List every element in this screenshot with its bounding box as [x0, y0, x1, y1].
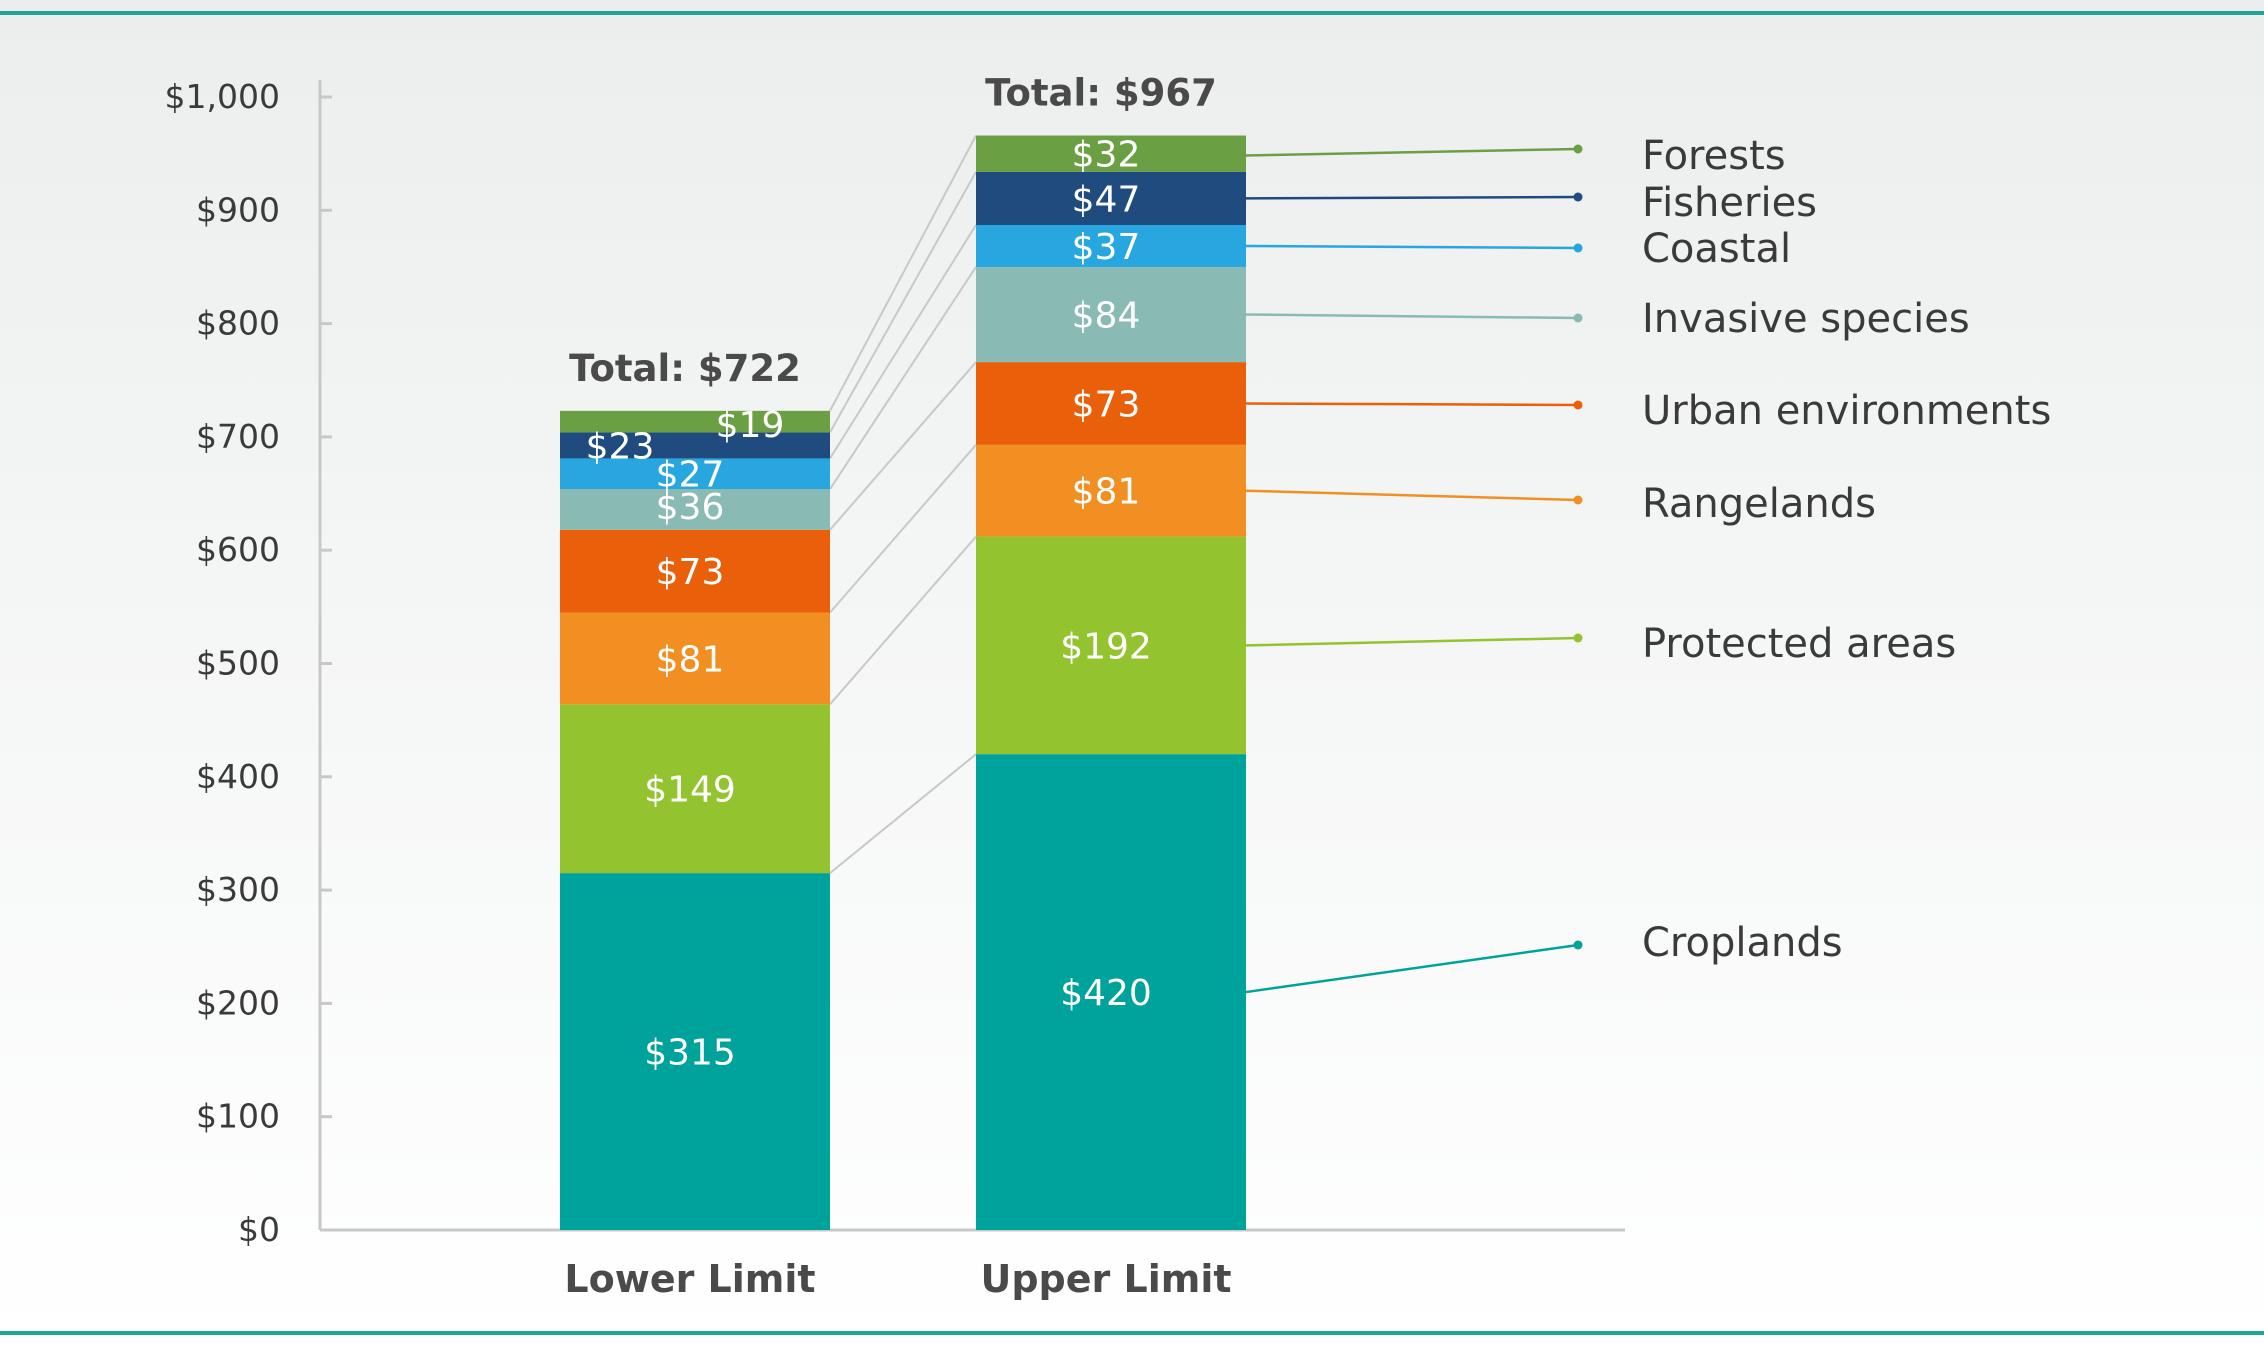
- segment-value-label: $84: [1072, 296, 1141, 337]
- top-frame-line: [0, 11, 2264, 15]
- y-tick-label: $700: [196, 417, 280, 456]
- legend-label: Protected areas: [1642, 621, 1956, 667]
- category-label: Upper Limit: [980, 1257, 1231, 1301]
- connector-line: [829, 224, 977, 459]
- segment-value-label: $81: [656, 639, 725, 680]
- segment-value-label: $315: [644, 1033, 736, 1074]
- legend-dot: [1573, 313, 1583, 323]
- bottom-frame-line: [0, 1331, 2264, 1335]
- legend-dot: [1573, 400, 1583, 410]
- bar-segment-protected-areas: [976, 536, 1246, 755]
- segment-value-label: $27: [656, 454, 725, 495]
- legend-label: Invasive species: [1642, 296, 1970, 342]
- segment-value-label: $23: [586, 426, 655, 467]
- legend-leader-line: [1245, 489, 1579, 502]
- y-tick-label: $300: [196, 870, 280, 909]
- segment-value-label: $73: [656, 552, 725, 593]
- legend-label: Coastal: [1642, 226, 1791, 272]
- bar-segment-protected-areas: [560, 704, 830, 874]
- y-tick-label: $400: [196, 757, 280, 796]
- bar-segment-invasive-species: [560, 489, 830, 530]
- bar-segment-invasive-species: [976, 266, 1246, 363]
- bar-segment-fisheries: [560, 432, 830, 459]
- bar-segment-coastal: [560, 458, 830, 490]
- legend-dot: [1573, 192, 1583, 202]
- legend-dot: [1573, 144, 1583, 154]
- bar-segment-urban-environments: [976, 362, 1246, 445]
- y-tick-label: $500: [196, 644, 280, 683]
- legend-dot: [1573, 243, 1583, 253]
- legend-leader-line: [1245, 313, 1579, 320]
- segment-value-label: $192: [1060, 626, 1152, 667]
- segment-value-label: $73: [1072, 384, 1141, 425]
- legend-leader-line: [1245, 244, 1579, 250]
- bar-segment-fisheries: [976, 171, 1246, 226]
- legend-dot: [1573, 633, 1583, 643]
- segment-value-label: $47: [1072, 179, 1141, 220]
- legend-label: Urban environments: [1642, 388, 2051, 434]
- y-tick-label: $800: [196, 304, 280, 343]
- y-tick-label: $100: [196, 1097, 280, 1136]
- legend-label: Fisheries: [1642, 180, 1817, 226]
- segment-value-label: $37: [1072, 227, 1141, 268]
- legend-dot: [1573, 495, 1583, 505]
- legend-leader-line: [1245, 195, 1579, 200]
- legend-leader-line: [1245, 147, 1579, 157]
- connector-line: [829, 753, 977, 874]
- segment-value-label: $32: [1072, 135, 1141, 176]
- bar-segment-coastal: [976, 225, 1246, 267]
- connector-line: [829, 361, 977, 531]
- bar-segment-rangelands: [976, 444, 1246, 537]
- category-label: Lower Limit: [564, 1257, 815, 1301]
- legend-label: Croplands: [1642, 920, 1843, 966]
- bar-segment-urban-environments: [560, 529, 830, 613]
- connector-line: [829, 135, 977, 412]
- legend-dot: [1573, 940, 1583, 950]
- segment-value-label: $81: [1072, 472, 1141, 513]
- connector-line: [829, 266, 977, 490]
- connector-line: [829, 171, 977, 433]
- legend-leader-line: [1245, 402, 1579, 407]
- segment-value-label: $36: [656, 487, 725, 528]
- segment-value-label: $19: [716, 405, 785, 446]
- y-tick-label: $0: [238, 1210, 280, 1249]
- legend-leader-line: [1245, 636, 1579, 647]
- y-tick-label: $1,000: [165, 77, 280, 116]
- total-label: Total: $967: [985, 72, 1217, 115]
- legend-label: Forests: [1642, 133, 1786, 179]
- bar-segment-forests: [560, 410, 830, 433]
- total-label: Total: $722: [569, 347, 801, 390]
- legend-leader-line: [1245, 943, 1579, 994]
- bar-segment-forests: [976, 135, 1246, 172]
- y-tick-label: $200: [196, 983, 280, 1022]
- bar-segment-rangelands: [560, 612, 830, 705]
- segment-value-label: $420: [1060, 973, 1152, 1014]
- legend-label: Rangelands: [1642, 481, 1876, 527]
- bar-segment-croplands: [560, 873, 830, 1230]
- connector-line: [829, 535, 977, 705]
- y-tick-label: $900: [196, 190, 280, 229]
- connector-line: [829, 444, 977, 614]
- segment-value-label: $149: [644, 770, 736, 811]
- y-tick-label: $600: [196, 530, 280, 569]
- bar-segment-croplands: [976, 754, 1246, 1230]
